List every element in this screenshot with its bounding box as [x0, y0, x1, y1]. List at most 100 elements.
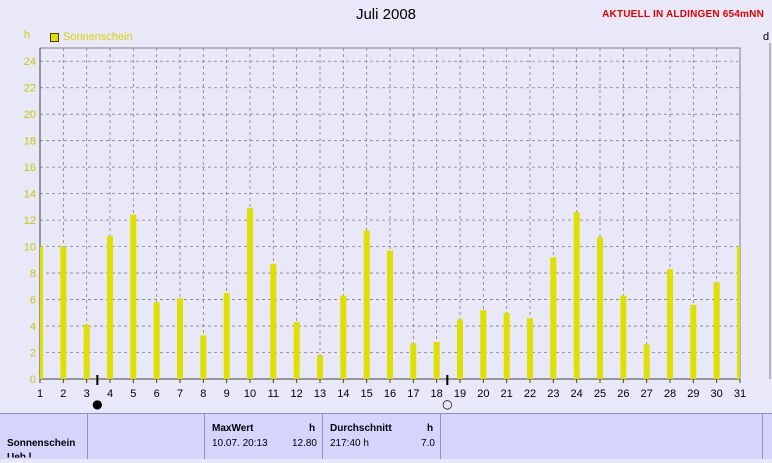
- legend-swatch: [50, 33, 59, 42]
- maxwert-header: MaxWert: [212, 423, 254, 434]
- x-tick-label: 15: [361, 388, 373, 400]
- bar: [737, 246, 740, 379]
- x-tick-label: 27: [641, 388, 653, 400]
- bar: [363, 230, 370, 379]
- durchschnitt-unit: h: [427, 423, 434, 434]
- x-tick-label: 16: [384, 388, 396, 400]
- x-tick-label: 4: [107, 388, 113, 400]
- row-label: Sonnenschein: [7, 438, 76, 449]
- bar: [410, 343, 417, 379]
- x-tick-label: 5: [130, 388, 136, 400]
- legend-label: Sonnenschein: [63, 31, 133, 43]
- bar: [153, 302, 160, 379]
- row-label-cut: Ueb l: [7, 452, 32, 463]
- x-tick-label: 3: [84, 388, 90, 400]
- bar: [177, 298, 183, 379]
- x-tick-label: 10: [244, 388, 256, 400]
- x-tick-label: 19: [454, 388, 466, 400]
- y-tick-label: 14: [24, 189, 36, 201]
- bar: [527, 318, 533, 379]
- bar: [573, 212, 580, 379]
- bar: [550, 257, 557, 379]
- x-tick-label: 20: [477, 388, 489, 400]
- bar: [713, 282, 720, 379]
- empty-cell: [88, 414, 205, 459]
- x-tick-label: 14: [337, 388, 349, 400]
- bar: [480, 310, 487, 379]
- y-tick-label: 6: [30, 295, 36, 307]
- bar: [293, 322, 300, 379]
- bar: [317, 355, 323, 379]
- x-tick-label: 9: [224, 388, 230, 400]
- durchschnitt-value: 7.0: [421, 438, 435, 449]
- y-tick-label: 0: [30, 374, 36, 386]
- bar: [620, 295, 627, 379]
- maxwert-datetime: 10.07. 20:13: [212, 438, 268, 449]
- maxwert-unit: h: [309, 423, 316, 434]
- x-tick-label: 17: [407, 388, 419, 400]
- maxwert-cell: MaxWert h 10.07. 20:13 12.80: [205, 414, 323, 459]
- bar: [247, 208, 253, 379]
- x-tick-label: 7: [177, 388, 183, 400]
- bar: [667, 269, 673, 379]
- x-tick-label: 26: [617, 388, 629, 400]
- chart-title: Juli 2008: [355, 6, 417, 23]
- x-tick-label: 30: [711, 388, 723, 400]
- row-label-cell: Sonnenschein Ueb l: [0, 414, 88, 459]
- bar: [40, 246, 43, 379]
- durchschnitt-header: Durchschnitt: [330, 423, 392, 434]
- y-tick-label: 4: [30, 321, 36, 333]
- bar: [83, 324, 90, 379]
- y-tick-label: 2: [30, 348, 36, 360]
- x-tick-label: 21: [501, 388, 513, 400]
- x-tick-label: 22: [524, 388, 536, 400]
- bar: [200, 335, 207, 379]
- x-tick-label: 24: [571, 388, 583, 400]
- x-tick-label: 1: [37, 388, 43, 400]
- x-tick-label: 13: [314, 388, 326, 400]
- x-tick-label: 25: [594, 388, 606, 400]
- bar: [457, 319, 463, 379]
- panel-spacer: [441, 414, 763, 459]
- bar: [340, 295, 347, 379]
- x-tick-label: 2: [60, 388, 66, 400]
- x-tick-label: 23: [547, 388, 559, 400]
- full-moon-icon: ○: [442, 397, 452, 411]
- bar: [60, 246, 67, 379]
- maxwert-value: 12.80: [291, 438, 317, 449]
- bar: [223, 292, 230, 379]
- bar: [387, 250, 393, 379]
- x-tick-label: 12: [291, 388, 303, 400]
- durchschnitt-cell: Durchschnitt h 217:40 h 7.0: [323, 414, 441, 459]
- bar: [130, 214, 137, 379]
- bar: [107, 236, 113, 379]
- x-tick-label: 18: [431, 388, 443, 400]
- bar: [433, 341, 440, 379]
- bar: [270, 263, 277, 379]
- bar: [597, 237, 603, 379]
- right-axis-unit: d: [763, 31, 770, 43]
- x-tick-label: 29: [687, 388, 699, 400]
- bar: [643, 344, 650, 379]
- location-label: AKTUELL IN ALDINGEN 654mNN: [602, 9, 764, 20]
- y-tick-label: 16: [24, 162, 36, 174]
- x-tick-label: 28: [664, 388, 676, 400]
- y-tick-label: 12: [24, 215, 36, 227]
- y-axis-unit: h: [24, 29, 31, 41]
- y-tick-label: 10: [24, 242, 36, 254]
- stats-panel: Sonnenschein Ueb l MaxWert h 10.07. 20:1…: [0, 413, 772, 459]
- x-tick-label: 11: [268, 388, 279, 400]
- new-moon-icon: ●: [92, 397, 102, 411]
- y-tick-label: 22: [24, 83, 36, 95]
- y-tick-label: 8: [30, 268, 36, 280]
- y-tick-label: 20: [24, 109, 36, 121]
- y-tick-label: 18: [24, 136, 36, 148]
- bar: [503, 312, 510, 379]
- durchschnitt-total: 217:40 h: [330, 438, 369, 449]
- bar: [690, 304, 697, 379]
- x-tick-label: 6: [154, 388, 160, 400]
- x-tick-label: 8: [200, 388, 206, 400]
- y-tick-label: 24: [24, 56, 36, 68]
- x-tick-label: 31: [734, 388, 746, 400]
